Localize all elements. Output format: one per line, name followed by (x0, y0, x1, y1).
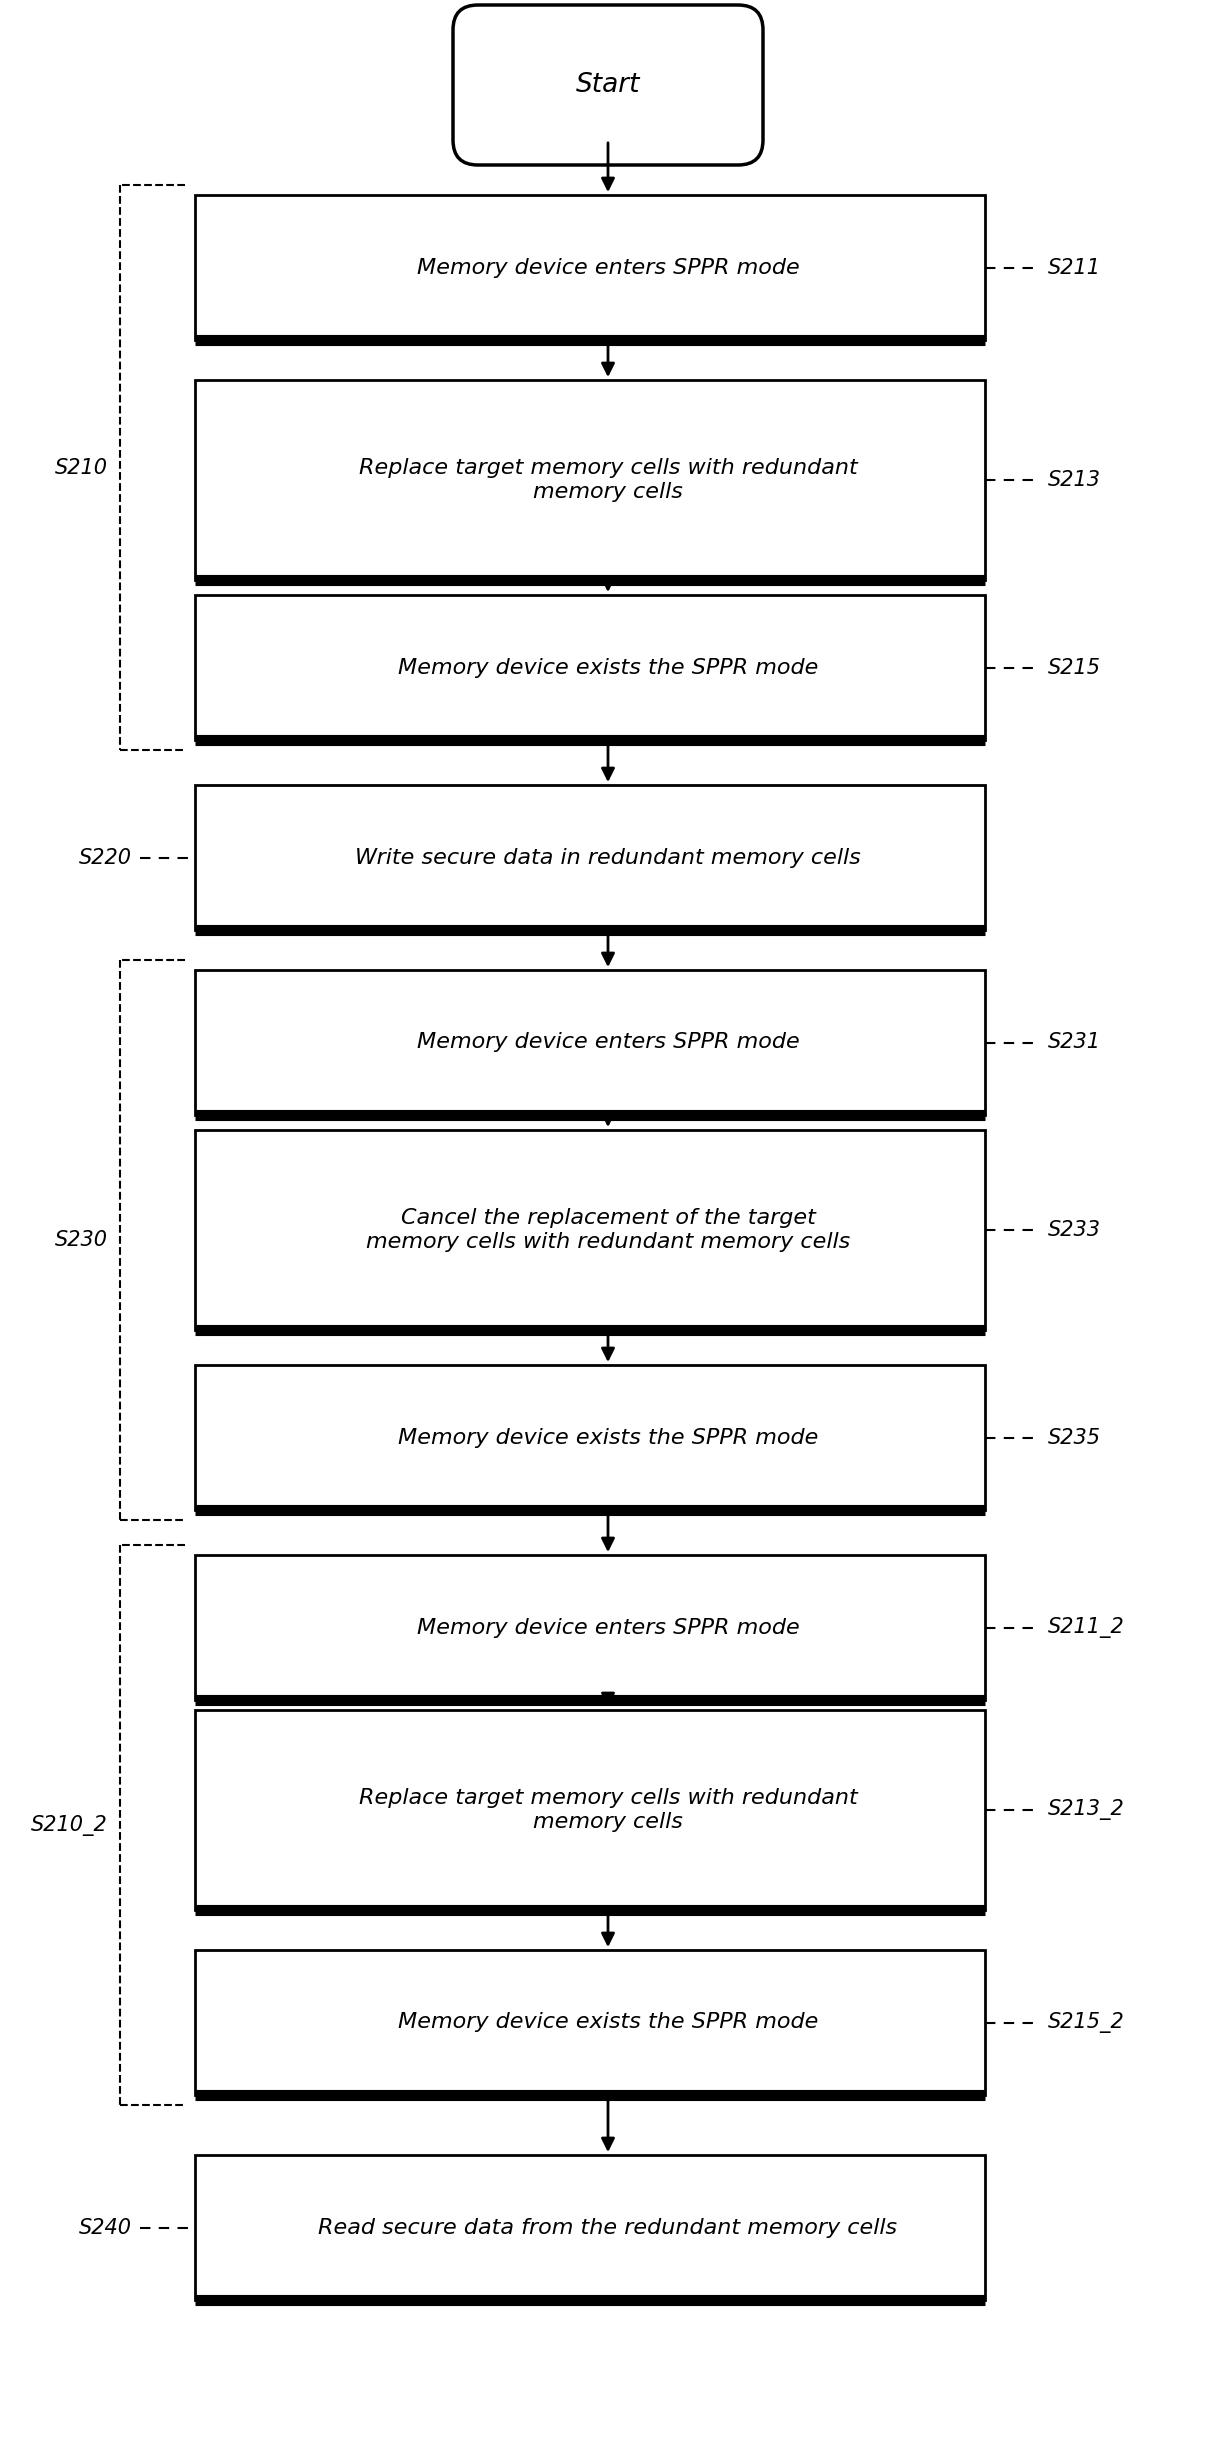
Bar (195, 596, 985, 741)
Bar (195, 380, 985, 581)
Text: Memory device exists the SPPR mode: Memory device exists the SPPR mode (398, 657, 818, 677)
Bar (195, 1949, 985, 2094)
Text: Memory device exists the SPPR mode: Memory device exists the SPPR mode (398, 2013, 818, 2033)
Text: S230: S230 (55, 1231, 108, 1251)
Text: S213: S213 (1048, 471, 1101, 490)
Text: S220: S220 (79, 848, 131, 868)
Bar (195, 1555, 985, 1699)
FancyBboxPatch shape (453, 5, 763, 164)
Text: S210_2: S210_2 (32, 1814, 108, 1837)
Bar (195, 2155, 985, 2300)
Text: S240: S240 (79, 2217, 131, 2239)
Text: S231: S231 (1048, 1032, 1101, 1052)
Text: Memory device enters SPPR mode: Memory device enters SPPR mode (416, 257, 800, 277)
Bar (195, 1709, 985, 1910)
Text: S211_2: S211_2 (1048, 1616, 1125, 1638)
Text: Write secure data in redundant memory cells: Write secure data in redundant memory ce… (355, 848, 860, 868)
Bar (195, 1366, 985, 1510)
Text: S215: S215 (1048, 657, 1101, 677)
Text: S211: S211 (1048, 257, 1101, 277)
Text: Cancel the replacement of the target
memory cells with redundant memory cells: Cancel the replacement of the target mem… (366, 1209, 851, 1251)
Text: S235: S235 (1048, 1427, 1101, 1447)
Bar (195, 196, 985, 341)
Text: S213_2: S213_2 (1048, 1800, 1125, 1819)
Bar (195, 971, 985, 1116)
Text: Memory device exists the SPPR mode: Memory device exists the SPPR mode (398, 1427, 818, 1447)
Bar (195, 1130, 985, 1329)
Bar (195, 785, 985, 929)
Text: Read secure data from the redundant memory cells: Read secure data from the redundant memo… (319, 2217, 898, 2239)
Text: Start: Start (576, 71, 640, 98)
Text: S233: S233 (1048, 1221, 1101, 1241)
Text: Replace target memory cells with redundant
memory cells: Replace target memory cells with redunda… (359, 1788, 857, 1832)
Text: Replace target memory cells with redundant
memory cells: Replace target memory cells with redunda… (359, 459, 857, 503)
Text: S210: S210 (55, 459, 108, 478)
Text: Memory device enters SPPR mode: Memory device enters SPPR mode (416, 1032, 800, 1052)
Text: Memory device enters SPPR mode: Memory device enters SPPR mode (416, 1618, 800, 1638)
Text: S215_2: S215_2 (1048, 2013, 1125, 2033)
